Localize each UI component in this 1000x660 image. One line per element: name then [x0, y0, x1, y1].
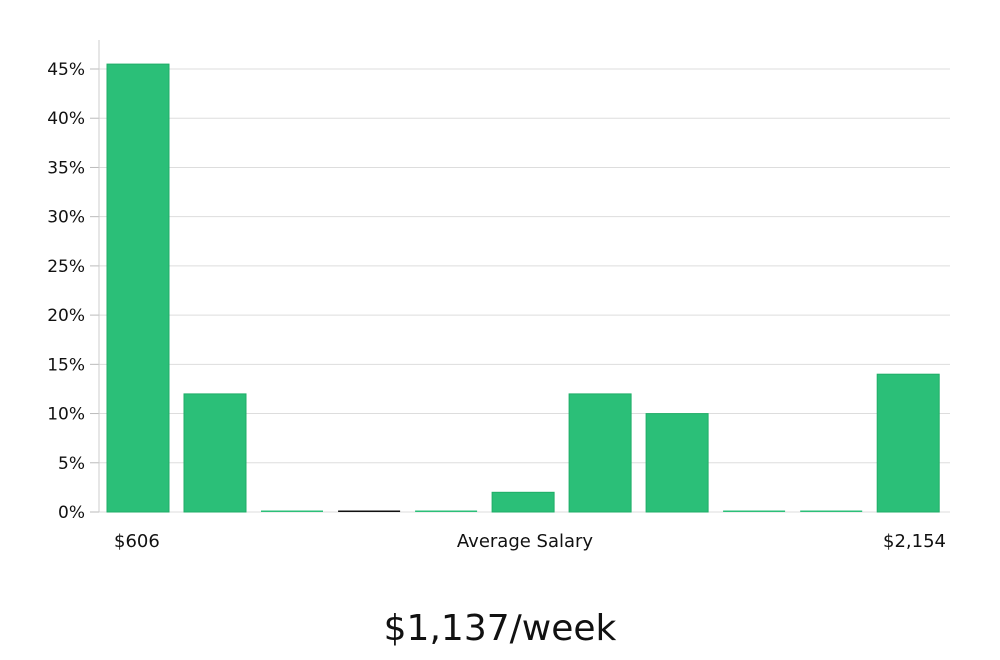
y-tick-label: 25% — [47, 257, 85, 277]
bar-1 — [106, 63, 170, 513]
bar-5 — [415, 510, 478, 512]
bar-8 — [645, 413, 709, 513]
bar-2 — [183, 393, 247, 513]
bar-4 — [338, 510, 401, 512]
y-axis-ticks: 0% 5% 10% 15% 20% 25% 30% 35% 40% 45% — [47, 60, 99, 523]
bars — [106, 63, 940, 513]
y-tick-label: 15% — [47, 355, 85, 375]
bar-9 — [723, 510, 786, 512]
salary-histogram: 0% 5% 10% 15% 20% 25% 30% 35% 40% 45% $606 Averag… — [47, 40, 950, 552]
average-weekly-salary: $1,137/week — [383, 608, 617, 649]
bar-7 — [568, 393, 632, 513]
y-tick-label: 0% — [58, 503, 85, 523]
bar-11 — [876, 373, 940, 513]
y-tick-label: 45% — [47, 60, 85, 80]
bar-3 — [261, 510, 323, 512]
x-axis-title: Average Salary — [457, 531, 594, 552]
y-tick-label: 35% — [47, 158, 85, 178]
y-tick-label: 5% — [58, 454, 85, 474]
y-tick-label: 30% — [47, 208, 85, 228]
x-label-min: $606 — [114, 531, 160, 552]
y-tick-label: 40% — [47, 109, 85, 129]
y-tick-label: 10% — [47, 405, 85, 425]
bar-6 — [491, 491, 555, 513]
bar-10 — [800, 510, 863, 512]
x-label-max: $2,154 — [883, 531, 946, 552]
y-tick-label: 20% — [47, 306, 85, 326]
